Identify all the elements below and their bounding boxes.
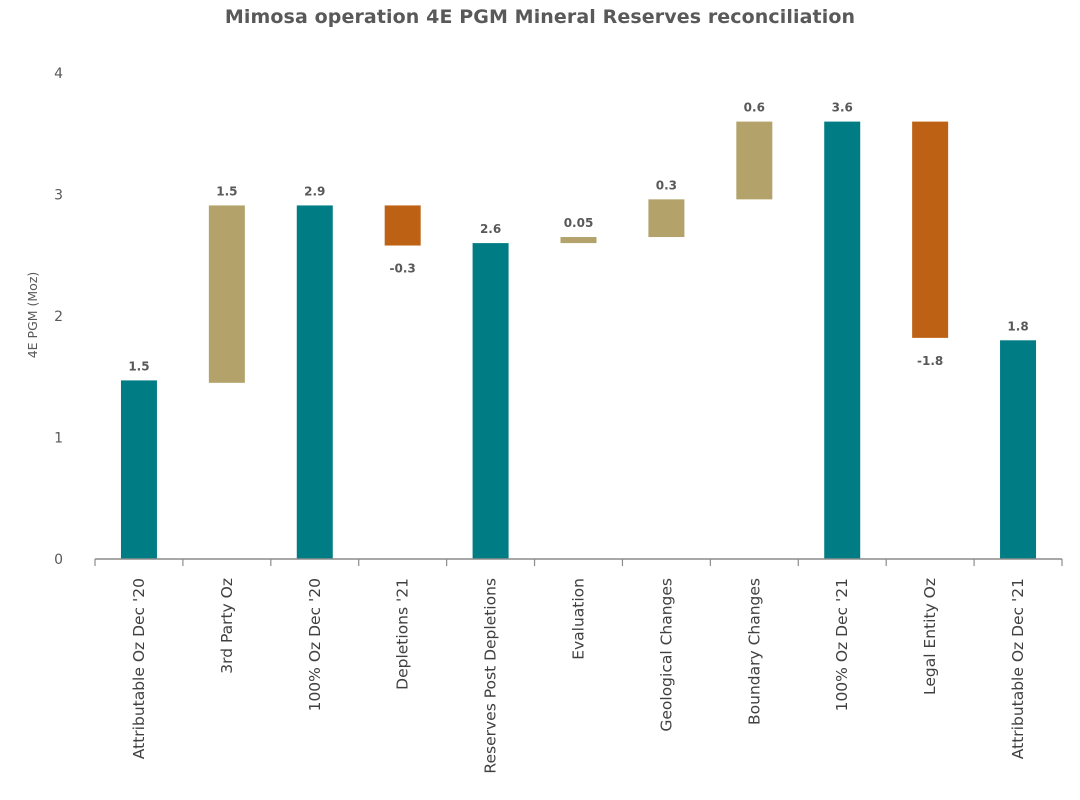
x-category-label: Geological Changes — [657, 578, 675, 732]
data-label: -0.3 — [390, 262, 416, 276]
data-label: 2.6 — [480, 222, 501, 236]
y-tick-label: 0 — [54, 552, 63, 568]
y-tick-label: 4 — [54, 66, 63, 82]
x-category-label: Legal Entity Oz — [921, 578, 939, 695]
x-category-label: Boundary Changes — [745, 578, 763, 725]
x-tick-marks — [94, 559, 1063, 566]
x-category-label: Evaluation — [570, 578, 588, 660]
y-axis-title: 4E PGM (Moz) — [25, 272, 40, 359]
data-label: 2.9 — [304, 184, 325, 198]
x-category-label: Attributable Oz Dec '21 — [1009, 578, 1027, 759]
data-label: 0.3 — [656, 178, 677, 192]
data-labels: 1.5 1.5 2.9 -0.3 2.6 0.05 0.3 0.6 3.6 -1.8 1.8 — [128, 101, 1028, 374]
x-category-label: 100% Oz Dec '21 — [833, 578, 851, 711]
y-axis: 4E PGM (Moz) 0 1 2 3 4 — [25, 66, 63, 568]
data-label: 1.5 — [216, 184, 237, 198]
data-label: 0.05 — [564, 216, 594, 230]
bars — [120, 121, 1037, 559]
y-tick-label: 2 — [54, 309, 63, 325]
data-label: 1.8 — [1007, 319, 1028, 333]
bar-increase — [648, 199, 685, 238]
bar-increase — [736, 121, 773, 200]
data-label: -1.8 — [917, 354, 943, 368]
x-category-label: Depletions '21 — [394, 578, 412, 690]
bar-total — [120, 380, 157, 559]
chart-title: Mimosa operation 4E PGM Mineral Reserves… — [224, 6, 856, 28]
x-category-label: 100% Oz Dec '20 — [306, 578, 324, 711]
bar-increase — [208, 205, 245, 383]
data-label: 0.6 — [744, 101, 765, 115]
x-axis-labels: Attributable Oz Dec '20 3rd Party Oz 100% … — [130, 578, 1027, 774]
bar-total — [824, 121, 861, 559]
x-category-label: Reserves Post Depletions — [482, 578, 500, 774]
bar-total — [472, 243, 509, 559]
x-category-label: 3rd Party Oz — [218, 578, 236, 674]
bar-total — [296, 205, 333, 559]
bar-decrease — [384, 205, 421, 246]
y-tick-label: 3 — [54, 188, 63, 204]
y-tick-label: 1 — [54, 431, 63, 447]
bar-total — [1000, 340, 1037, 559]
data-label: 1.5 — [128, 359, 149, 373]
bar-decrease — [912, 121, 949, 338]
bar-increase — [560, 237, 597, 244]
data-label: 3.6 — [832, 101, 853, 115]
x-category-label: Attributable Oz Dec '20 — [130, 578, 148, 759]
